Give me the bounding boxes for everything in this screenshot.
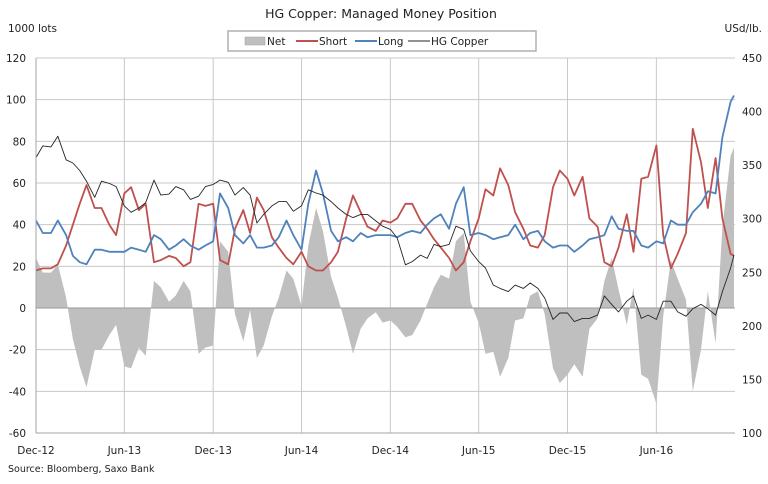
left-tick-label: -60 (9, 428, 26, 440)
legend-label: Short (319, 36, 347, 48)
right-tick-label: 300 (742, 214, 762, 226)
left-tick-label: -20 (9, 345, 26, 357)
long-line (35, 95, 735, 266)
legend: Net Short Long HG Copper (227, 30, 537, 52)
legend-label: HG Copper (431, 36, 489, 48)
right-tick-label: 150 (742, 374, 762, 386)
source-note: Source: Bloomberg, Saxo Bank (8, 464, 155, 475)
left-tick-label: 20 (13, 261, 26, 273)
legend-swatch-net (244, 36, 266, 46)
right-tick-label: 250 (742, 267, 762, 279)
net-area (36, 147, 735, 404)
x-tick-label: Jun-15 (461, 445, 496, 457)
net-area-series (36, 147, 735, 404)
right-tick-label: 200 (742, 321, 762, 333)
x-tick-label: Dec-13 (194, 445, 231, 457)
left-tick-label: 120 (6, 53, 26, 65)
right-tick-label: 400 (742, 107, 762, 119)
legend-label: Long (378, 36, 403, 48)
left-tick-label: 60 (13, 178, 26, 190)
chart-title: HG Copper: Managed Money Position (265, 6, 497, 21)
left-tick-label: 0 (19, 303, 26, 315)
legend-label: Net (267, 36, 285, 48)
grid (35, 57, 735, 434)
short-line (35, 127, 735, 272)
axes: 120100806040200-20-40-604504003503002502… (6, 53, 762, 457)
left-tick-label: 40 (13, 220, 26, 232)
legend-box (227, 30, 537, 52)
left-tick-label: 80 (13, 136, 26, 148)
right-axis-label: USd/lb. (725, 23, 762, 35)
left-tick-label: -40 (9, 386, 26, 398)
x-tick-label: Dec-12 (17, 445, 54, 457)
x-tick-label: Dec-15 (549, 445, 586, 457)
hg-copper-line (35, 135, 735, 323)
x-tick-label: Jun-13 (107, 445, 142, 457)
left-tick-label: 100 (6, 95, 26, 107)
right-tick-label: 100 (742, 428, 762, 440)
left-axis-label: 1000 lots (8, 23, 57, 35)
x-tick-label: Jun-14 (284, 445, 319, 457)
line-series (35, 95, 735, 323)
right-tick-label: 450 (742, 53, 762, 65)
right-tick-label: 350 (742, 160, 762, 172)
x-tick-label: Jun-16 (639, 445, 674, 457)
x-tick-label: Dec-14 (372, 445, 410, 457)
